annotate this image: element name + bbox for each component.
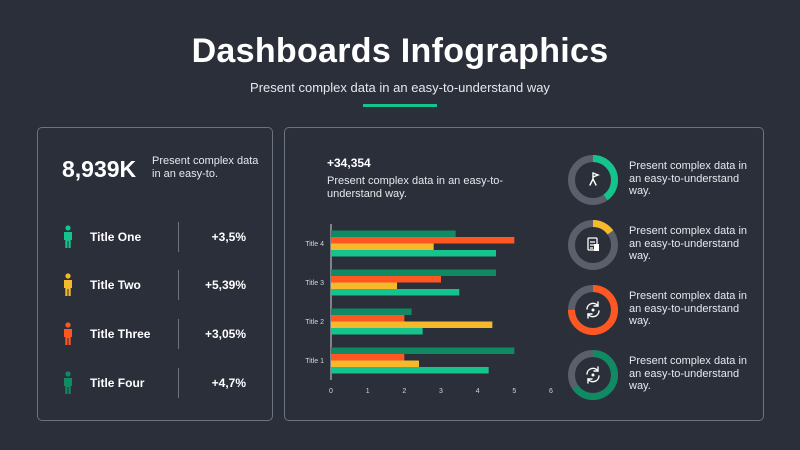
left-panel: 8,939K Present complex data in an easy-t… xyxy=(37,127,273,421)
row-divider xyxy=(178,222,179,252)
row-label: Title Four xyxy=(90,376,145,390)
y-tick-label: Title 3 xyxy=(305,280,324,287)
bar xyxy=(331,243,434,250)
bar xyxy=(331,282,397,289)
person-icon xyxy=(64,225,72,248)
person-icon xyxy=(64,273,72,296)
y-tick-label: Title 4 xyxy=(305,241,324,248)
bar xyxy=(331,367,489,374)
y-tick-label: Title 2 xyxy=(305,319,324,326)
donut-arc xyxy=(568,285,618,335)
x-tick-label: 6 xyxy=(549,388,553,395)
row-divider xyxy=(178,368,179,398)
x-tick-label: 1 xyxy=(366,388,370,395)
page-title: Dashboards Infographics xyxy=(191,32,609,70)
donut-arc xyxy=(568,155,618,205)
page-subtitle: Present complex data in an easy-to-under… xyxy=(250,80,550,95)
kpi-description: Present complex data in an easy-to-under… xyxy=(327,175,504,200)
row-label: Title One xyxy=(90,230,142,244)
donut-arc xyxy=(568,350,618,400)
x-tick-label: 5 xyxy=(512,388,516,395)
row-value: +3,5% xyxy=(211,230,246,244)
bar xyxy=(331,269,496,276)
donut-chart xyxy=(568,285,618,335)
row-value: +4,7% xyxy=(211,376,246,390)
bar xyxy=(331,230,456,237)
donut-text: Present complex data in an easy-to-under… xyxy=(629,160,748,197)
right-panel: +34,354 Present complex data in an easy-… xyxy=(284,127,764,421)
document-icon xyxy=(587,237,599,251)
title-row-four: Title Four +4,7% xyxy=(38,368,274,398)
person-icon xyxy=(64,371,72,394)
donut-chart xyxy=(568,220,618,270)
row-value: +5,39% xyxy=(204,278,246,292)
bar xyxy=(331,354,405,361)
row-value: +3,05% xyxy=(204,327,246,341)
refresh-icon xyxy=(586,366,600,384)
donut-text: Present complex data in an easy-to-under… xyxy=(629,355,748,392)
x-tick-label: 2 xyxy=(402,388,406,395)
bar xyxy=(331,289,460,296)
bar xyxy=(331,308,412,315)
donut-item-2: Present complex data in an easy-to-under… xyxy=(565,217,765,273)
kpi-value: +34,354 xyxy=(327,156,371,170)
x-tick-label: 4 xyxy=(476,388,480,395)
bar xyxy=(331,321,493,328)
title-row-one: Title One +3,5% xyxy=(38,222,274,252)
x-tick-label: 0 xyxy=(329,388,333,395)
donut-item-4: Present complex data in an easy-to-under… xyxy=(565,347,765,403)
donut-chart xyxy=(568,350,618,400)
donut-arc xyxy=(568,220,618,270)
bar xyxy=(331,360,419,367)
bar xyxy=(331,328,423,335)
person-icon xyxy=(64,322,72,345)
row-label: Title Two xyxy=(90,278,141,292)
title-row-two: Title Two +5,39% xyxy=(38,270,274,300)
bar-chart: Title 1 Title 2 Title 3 Title 4 0 1 2 3 4 5 6 xyxy=(305,224,553,395)
title-underline xyxy=(363,104,437,107)
flag-icon xyxy=(589,172,600,186)
bar xyxy=(331,347,515,354)
y-tick-label: Title 1 xyxy=(305,358,324,365)
big-number-description: Present complex data in an easy-to. xyxy=(152,155,259,180)
row-divider xyxy=(178,319,179,349)
title-row-three: Title Three +3,05% xyxy=(38,319,274,349)
refresh-icon xyxy=(586,301,600,319)
row-divider xyxy=(178,270,179,300)
x-tick-label: 3 xyxy=(439,388,443,395)
bar xyxy=(331,237,515,244)
donut-text: Present complex data in an easy-to-under… xyxy=(629,225,748,262)
bar xyxy=(331,250,496,257)
donut-chart xyxy=(568,155,618,205)
bar xyxy=(331,315,405,322)
bar xyxy=(331,276,441,283)
donut-text: Present complex data in an easy-to-under… xyxy=(629,290,748,327)
donut-item-3: Present complex data in an easy-to-under… xyxy=(565,282,765,338)
row-label: Title Three xyxy=(90,327,151,341)
big-number: 8,939K xyxy=(62,156,137,182)
donut-item-1: Present complex data in an easy-to-under… xyxy=(565,152,765,208)
